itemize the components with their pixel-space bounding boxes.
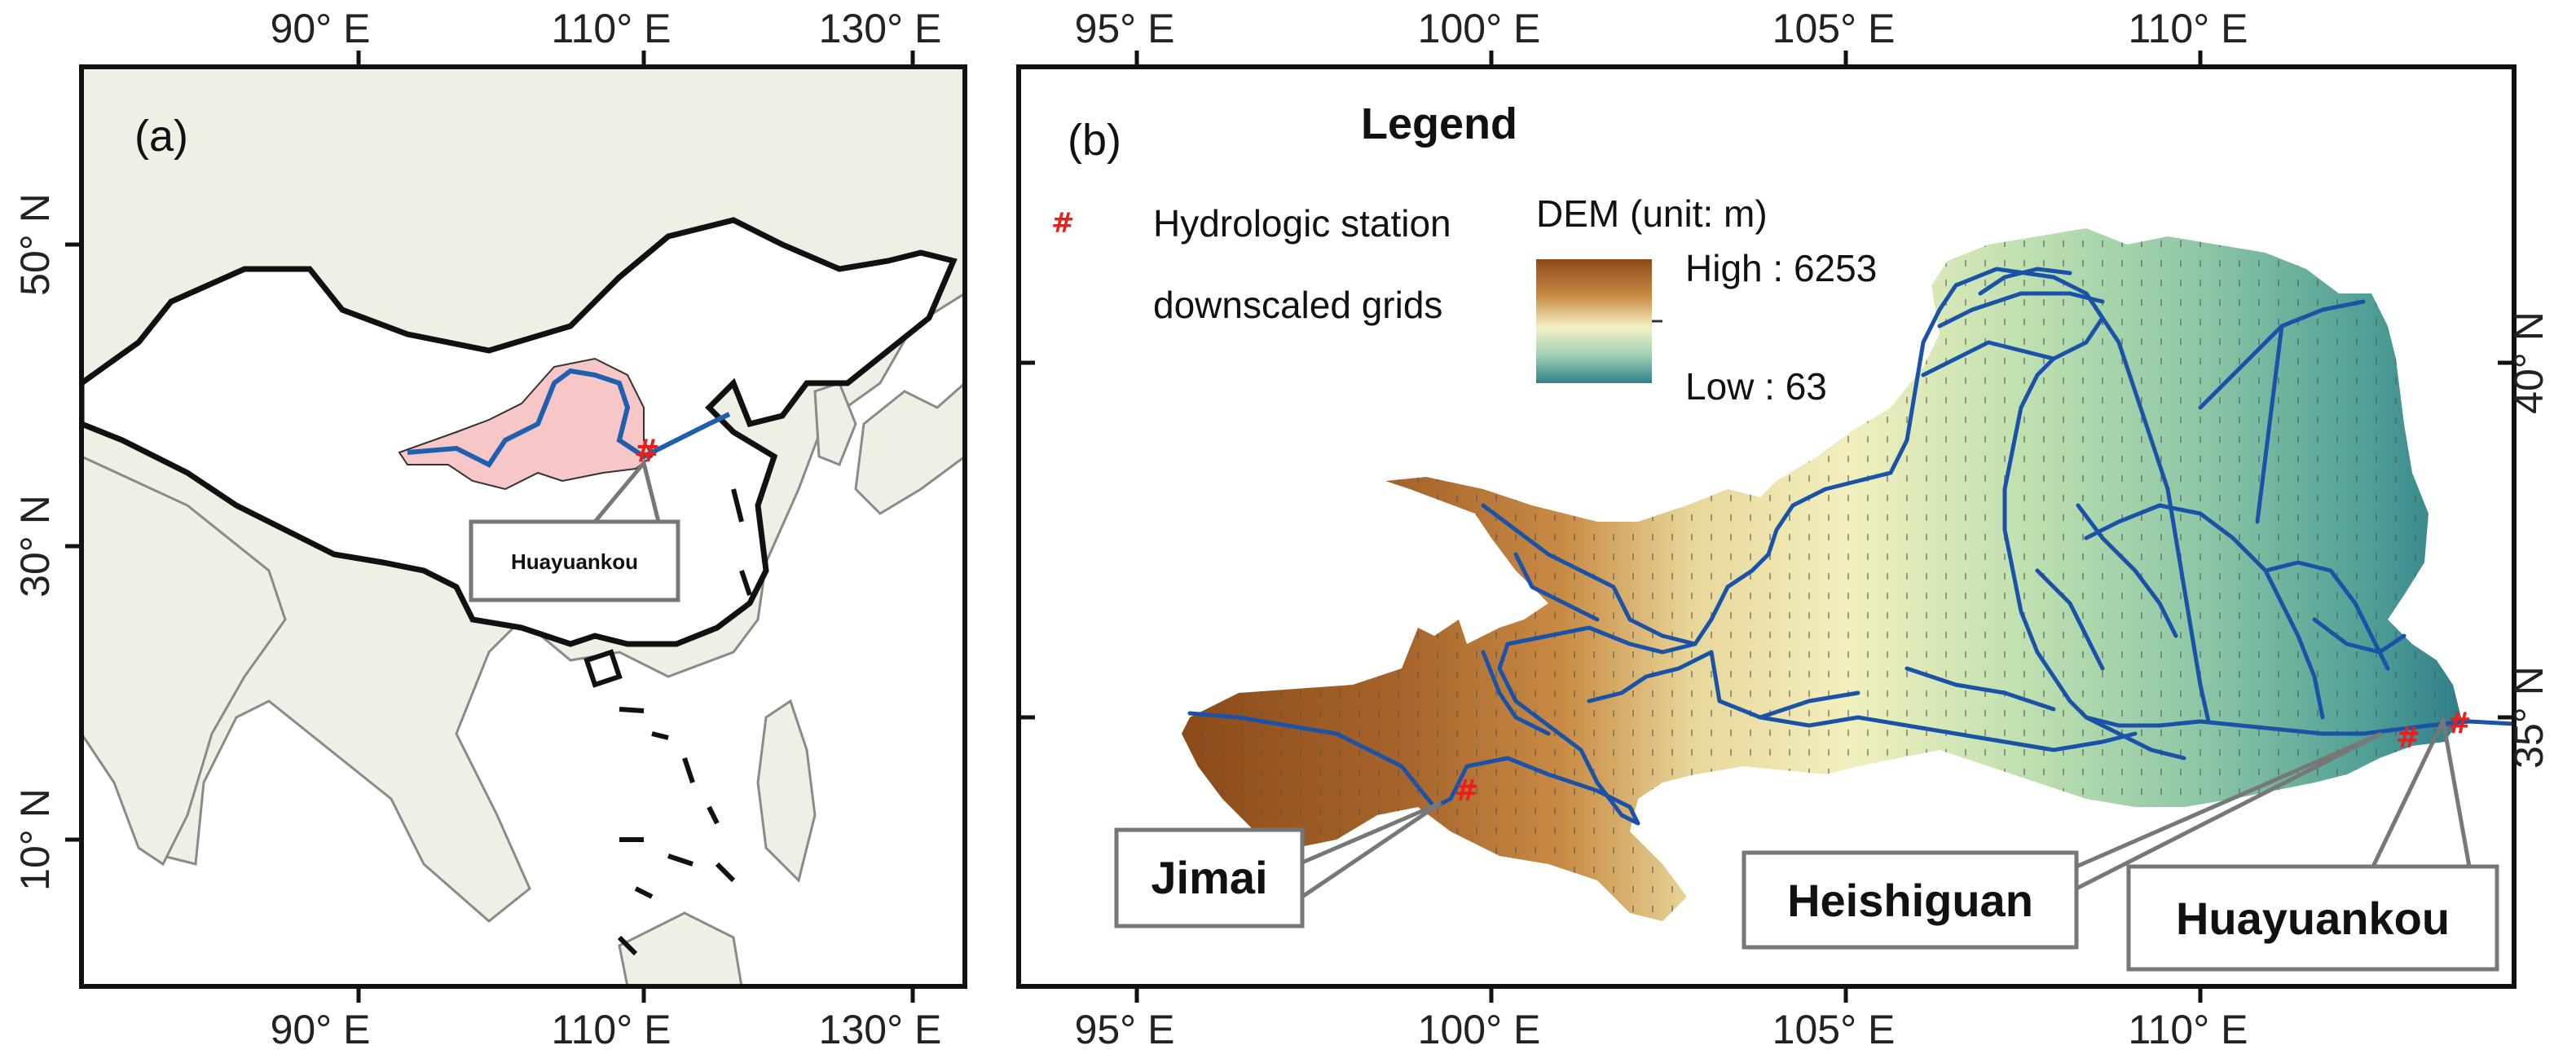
panel-a-left-tick-1: 50° N: [12, 193, 58, 296]
callout-leaders-b: [1301, 713, 2472, 899]
panel-b-top-tick-4: 110° E: [2129, 6, 2248, 51]
legend-dem-low: Low : 63: [1685, 365, 1827, 408]
panel-a-bottom-tick-1: 90° E: [271, 1007, 371, 1052]
river-network: [1187, 267, 2514, 826]
panel-a-map: # Huayuankou: [81, 67, 965, 986]
jimai-callout-label: Jimai: [1151, 852, 1267, 903]
panel-b-top-tick-1: 95° E: [1075, 6, 1175, 51]
hainan-island: [583, 649, 623, 688]
huayuankou-station-marker: #: [2446, 707, 2471, 740]
panel-b-frame: [1016, 64, 2517, 989]
panel-a-ticks: [65, 51, 915, 1003]
panel-b-label: (b): [1068, 116, 1121, 165]
yellow-river-basin: [398, 357, 654, 491]
panel-b-right-tick-2: 35° N: [2506, 666, 2552, 769]
panel-a-bottom-tick-3: 130° E: [819, 1007, 942, 1052]
legend: Legend # Hydrologic station downscaled g…: [1051, 99, 1877, 408]
legend-dem-title: DEM (unit: m): [1536, 192, 1768, 235]
callout-label-a: Huayuankou: [511, 549, 638, 574]
panel-a-frame: [79, 64, 967, 989]
jimai-callout-box: [1114, 827, 1305, 928]
legend-dem-colorbar: [1536, 259, 1652, 383]
callout-leader-a: [593, 458, 661, 523]
legend-station-label: Hydrologic station: [1153, 202, 1451, 245]
panel-a-top-tick-1: 90° E: [271, 6, 371, 51]
huayuankou-marker-a: #: [634, 433, 660, 469]
panel-a-top-tick-3: 130° E: [819, 6, 942, 51]
callout-box-a: [469, 519, 680, 602]
heishiguan-callout-label: Heishiguan: [1787, 875, 2033, 926]
panel-b-bottom-tick-1: 95° E: [1075, 1007, 1175, 1052]
panel-b-right-tick-1: 40° N: [2506, 311, 2552, 414]
panel-a-left-tick-3: 10° N: [12, 788, 58, 891]
panel-b-bottom-tick-3: 105° E: [1772, 1007, 1896, 1052]
south-china-sea-islands: [617, 488, 752, 956]
downscaled-grid-overlay: [1182, 228, 2461, 921]
legend-grid-label: downscaled grids: [1153, 284, 1442, 326]
philippines-land: [756, 699, 817, 883]
india-land: [81, 455, 287, 867]
jimai-station-marker: #: [1454, 774, 1478, 808]
huayuankou-callout-box: [2126, 864, 2499, 972]
panel-b-bottom-tick-2: 100° E: [1418, 1007, 1541, 1052]
huayuankou-callout-label: Huayuankou: [2176, 893, 2450, 944]
borneo-land: [618, 911, 743, 986]
panel-a-bottom-tick-2: 110° E: [552, 1007, 672, 1052]
yellow-river-line: [407, 368, 731, 468]
legend-station-symbol: #: [1051, 207, 1075, 240]
panel-b-bottom-tick-4: 110° E: [2129, 1007, 2248, 1052]
heishiguan-station-marker: #: [2396, 721, 2420, 754]
japan-land: [854, 381, 965, 515]
panel-a-top-tick-2: 110° E: [552, 6, 672, 51]
panel-b-top-tick-3: 105° E: [1772, 6, 1896, 51]
panel-a-left-tick-2: 30° N: [12, 495, 58, 598]
panel-b-top-tick-2: 100° E: [1418, 6, 1541, 51]
yellow-river-mainstem: [1187, 267, 2514, 826]
panel-a-label: (a): [134, 112, 188, 161]
panel-b-ticks: [1019, 51, 2514, 1003]
legend-dem-high: High : 6253: [1685, 247, 1877, 289]
legend-title: Legend: [1361, 99, 1517, 148]
panel-b-map: # # #: [1019, 67, 2514, 986]
heishiguan-callout-box: [1742, 850, 2079, 950]
